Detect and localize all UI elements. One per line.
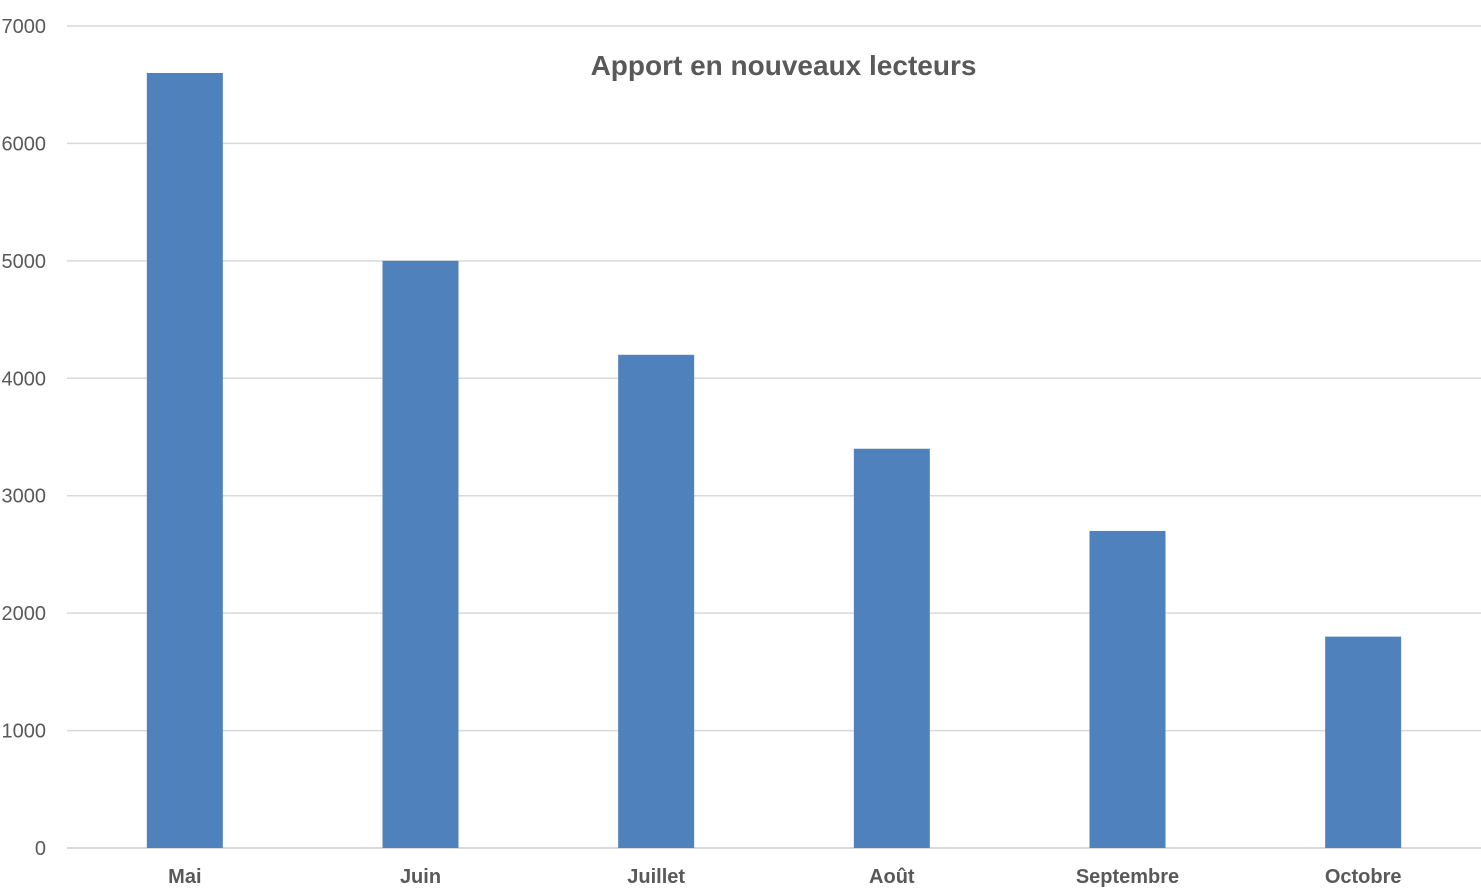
bar-août [853,448,930,848]
x-axis-labels: Mai Juin Juillet Août Septembre Octobre [168,866,1401,888]
x-tick-label: Juillet [627,866,685,888]
y-tick-label: 7000 [2,16,47,38]
chart-title: Apport en nouveaux lecteurs [590,50,977,81]
bar-octobre [1325,636,1402,848]
y-tick-label: 3000 [2,486,47,508]
y-tick-label: 0 [35,838,46,860]
x-tick-label: Mai [168,866,201,888]
y-axis-ticks: 0 1000 2000 3000 4000 5000 6000 7000 [2,16,47,860]
bar-juillet [618,354,695,848]
x-tick-label: Août [869,866,915,888]
bar-mai [146,72,223,848]
x-tick-label: Juin [400,866,441,888]
y-tick-label: 1000 [2,721,47,743]
bar-juin [382,260,459,848]
y-tick-label: 6000 [2,133,47,155]
y-tick-label: 4000 [2,368,47,390]
gridlines [67,25,1481,849]
bar-septembre [1089,530,1166,848]
x-tick-label: Octobre [1325,866,1402,888]
x-tick-label: Septembre [1076,866,1179,888]
bars [146,72,1402,848]
y-tick-label: 2000 [2,603,47,625]
y-tick-label: 5000 [2,251,47,273]
